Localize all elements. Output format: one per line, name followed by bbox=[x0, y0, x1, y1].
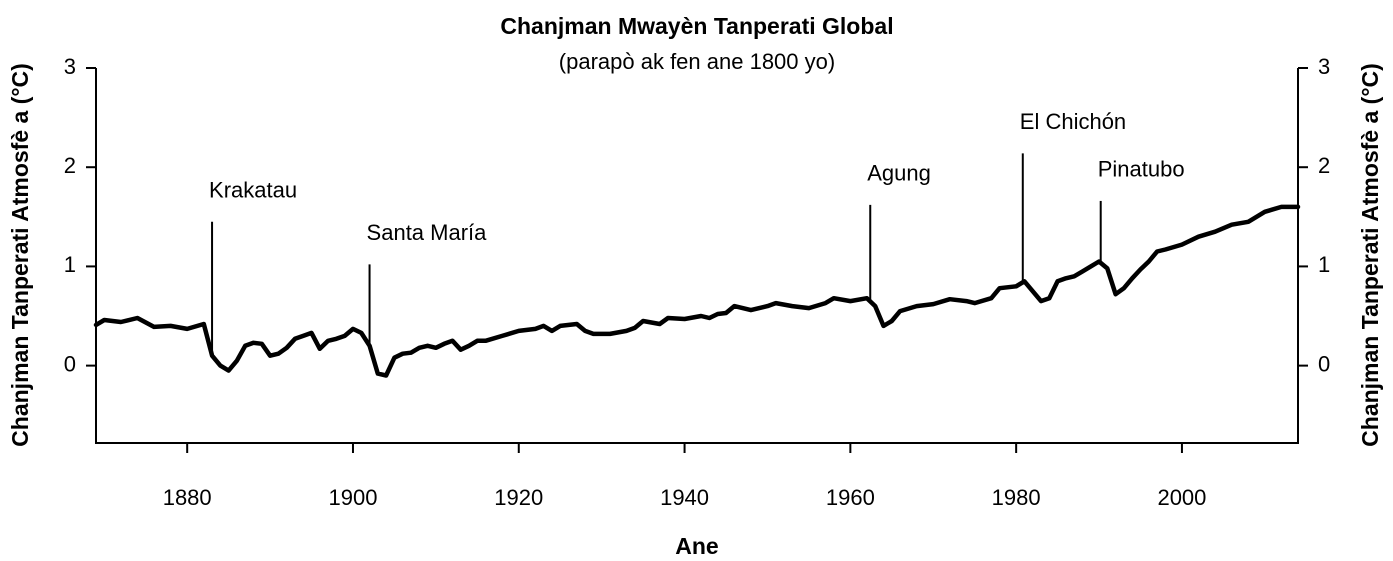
x-tick-label: 1960 bbox=[826, 485, 875, 510]
x-tick-label: 1980 bbox=[992, 485, 1041, 510]
chart-title: Chanjman Mwayèn Tanperati Global bbox=[500, 13, 893, 39]
y2-tick-label: 0 bbox=[1318, 351, 1330, 376]
y2-tick-label: 3 bbox=[1318, 54, 1330, 79]
x-tick-label: 1920 bbox=[494, 485, 543, 510]
x-tick-label: 1880 bbox=[163, 485, 212, 510]
y-tick-label: 2 bbox=[64, 153, 76, 178]
annotation-label: El Chichón bbox=[1020, 109, 1126, 134]
annotation-label: Santa María bbox=[367, 220, 488, 245]
x-tick-label: 1940 bbox=[660, 485, 709, 510]
y2-tick-label: 1 bbox=[1318, 252, 1330, 277]
temperature-line bbox=[93, 204, 1301, 378]
annotation-label: Krakatau bbox=[209, 178, 297, 203]
annotation-label: Agung bbox=[867, 161, 931, 186]
y-tick-label: 1 bbox=[64, 252, 76, 277]
annotation-label: Pinatubo bbox=[1098, 157, 1185, 182]
y-tick-label: 0 bbox=[64, 351, 76, 376]
x-tick-label: 1900 bbox=[329, 485, 378, 510]
x-tick-label: 2000 bbox=[1157, 485, 1206, 510]
y2-axis-label: Chanjman Tanperati Atmosfè a (°C) bbox=[1357, 63, 1383, 447]
chart-subtitle: (parapò ak fen ane 1800 yo) bbox=[559, 49, 835, 74]
y2-tick-label: 2 bbox=[1318, 153, 1330, 178]
y-tick-label: 3 bbox=[64, 54, 76, 79]
x-axis-label: Ane bbox=[675, 533, 718, 559]
y-axis-label: Chanjman Tanperati Atmosfè a (°C) bbox=[7, 63, 33, 447]
